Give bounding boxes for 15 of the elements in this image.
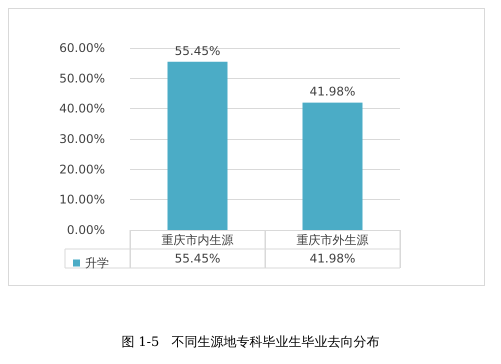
- x-tick-label: 重庆市内生源: [162, 233, 234, 247]
- y-tick-label: 0.00%: [66, 223, 105, 237]
- data-label: 41.98%: [310, 252, 356, 266]
- text: 41.98%: [310, 84, 356, 99]
- text: 图 1-5 不同生源地专科毕业生毕业去向分布: [121, 335, 380, 350]
- legend-label: 升学: [85, 256, 109, 270]
- y-tick-label: 10.00%: [59, 192, 105, 207]
- y-tick-label: 60.00%: [59, 41, 105, 55]
- y-tick-label: 30.00%: [59, 132, 105, 146]
- y-tick-label: 50.00%: [59, 71, 105, 86]
- text: 55.45%: [174, 44, 220, 58]
- y-tick-label: 20.00%: [59, 162, 105, 176]
- x-tick-label: 重庆市外生源: [296, 233, 368, 247]
- data-label: 55.45%: [174, 252, 220, 266]
- y-tick-label: 40.00%: [59, 102, 105, 116]
